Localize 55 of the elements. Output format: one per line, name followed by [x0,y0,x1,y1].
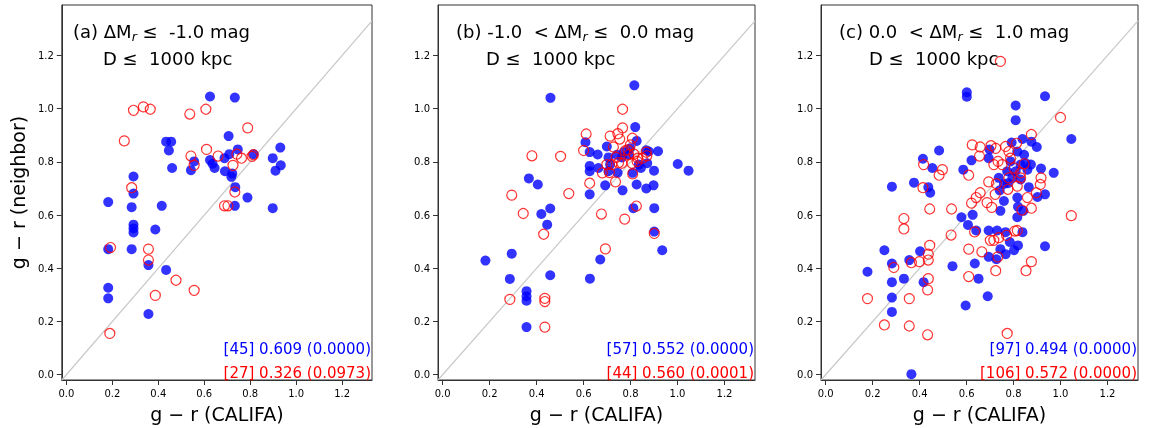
x-tick-label: 0.2 [864,387,881,399]
annotation: [27] 0.326 (0.0973) [223,363,372,382]
x-tick-label: 0.0 [817,387,834,399]
y-tick-label: 1.0 [797,103,813,115]
x-tick-label: 1.0 [669,387,686,399]
y-tick-label: 1.2 [797,50,813,62]
y-tick-label: 1.2 [37,50,54,62]
y-tick-label: 0.8 [797,156,813,168]
x-tick-label: 1.2 [1099,387,1116,399]
x-tick-label: 0.2 [481,387,498,399]
y-tick-label: 0.0 [797,369,813,381]
x-tick-label: 0.6 [196,387,213,399]
y-tick-label: 0.6 [414,209,430,221]
x-tick-label: 0.8 [622,387,639,399]
y-tick-label: 0.2 [797,315,813,327]
x-axis-title: g − r (CALIFA) [912,402,1047,425]
x-axis-title: g − r (CALIFA) [150,402,284,425]
x-tick-label: 0.6 [958,387,975,399]
y-tick-label: 0.4 [37,262,54,274]
y-tick-label: 1.0 [37,103,54,115]
y-tick-label: 0.8 [37,156,54,168]
y-tick-label: 0.4 [414,262,430,274]
x-tick-label: 0.6 [575,387,592,399]
annotation: [106] 0.572 (0.0000) [980,363,1138,382]
x-tick-label: 0.4 [911,387,928,399]
x-tick-label: 0.0 [434,387,451,399]
y-axis-title: g − r (neighbor) [6,115,29,270]
x-tick-label: 1.2 [716,387,733,399]
annotation: [45] 0.609 (0.0000) [223,339,372,358]
y-tick-label: 1.0 [414,103,430,115]
y-tick-label: 0.6 [797,209,813,221]
x-tick-label: 1.0 [1052,387,1069,399]
x-tick-label: 0.4 [150,387,167,399]
y-tick-label: 0.6 [37,209,54,221]
x-axis-title: g − r (CALIFA) [529,402,664,425]
y-tick-label: 0.4 [797,262,813,274]
annotation: [57] 0.552 (0.0000) [606,339,755,358]
x-tick-label: 1.2 [334,387,351,399]
x-tick-label: 0.0 [58,387,75,399]
text: D ≤ 1000 kpc [103,47,233,69]
x-tick-label: 0.8 [242,387,259,399]
text: D ≤ 1000 kpc [869,47,999,69]
y-tick-label: 0.0 [37,369,54,381]
y-tick-label: 0.8 [414,156,430,168]
x-tick-label: 0.2 [104,387,121,399]
y-tick-label: 0.2 [414,315,430,327]
x-tick-label: 0.4 [528,387,545,399]
annotation: [44] 0.560 (0.0001) [606,363,755,382]
x-tick-label: 0.8 [1005,387,1022,399]
annotation: [97] 0.494 (0.0000) [989,339,1138,358]
text: D ≤ 1000 kpc [486,47,616,69]
x-tick-label: 1.0 [288,387,305,399]
y-tick-label: 0.2 [37,315,54,327]
y-tick-label: 1.2 [414,50,430,62]
y-tick-label: 0.0 [414,369,430,381]
